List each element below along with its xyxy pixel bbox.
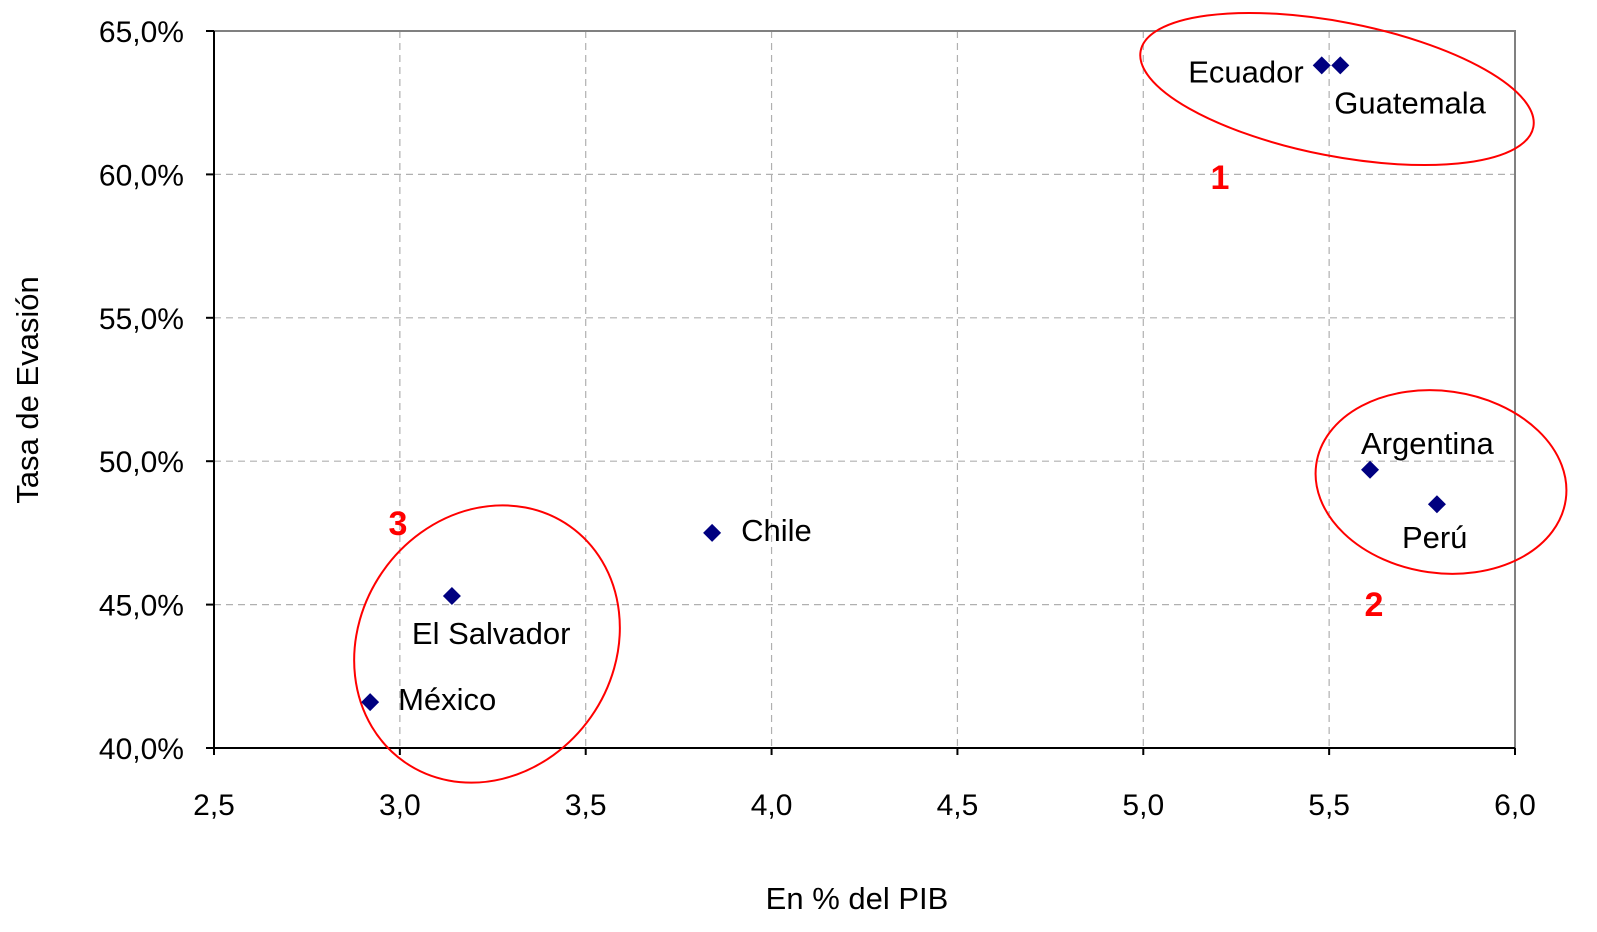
- x-tick-label: 6,0: [1494, 789, 1536, 822]
- group-labels: 1 2 3: [389, 159, 1384, 624]
- x-tick-label: 3,0: [379, 789, 421, 822]
- y-tick-label: 45,0%: [99, 590, 184, 623]
- plot-area-border: [213, 30, 1516, 749]
- point-label-peru: Perú: [1402, 520, 1467, 555]
- data-point-argentina: [1361, 460, 1380, 479]
- data-point-mexico: [361, 693, 380, 712]
- data-points: [361, 56, 1446, 712]
- data-point-guatemala: [1331, 56, 1350, 75]
- group-ellipse-2: [1314, 389, 1568, 575]
- point-labels: Ecuador Guatemala Argentina Perú Chile El Sal…: [398, 54, 1494, 717]
- point-label-el-salvador: El Salvador: [412, 616, 571, 651]
- x-tick-label: 4,0: [751, 789, 793, 822]
- y-tick-label: 55,0%: [99, 303, 184, 336]
- x-tick-label: 5,5: [1308, 789, 1350, 822]
- point-label-guatemala: Guatemala: [1334, 85, 1486, 120]
- y-tick-label: 65,0%: [99, 16, 184, 49]
- y-axis-title: Tasa de Evasión: [10, 276, 45, 503]
- data-point-peru: [1427, 495, 1446, 514]
- y-tick-label: 60,0%: [99, 159, 184, 192]
- x-tick-label: 3,5: [565, 789, 607, 822]
- x-axis-title: En % del PIB: [766, 881, 949, 916]
- x-tick-label: 2,5: [193, 789, 235, 822]
- data-point-chile: [703, 523, 722, 542]
- point-label-argentina: Argentina: [1361, 426, 1494, 461]
- group-ellipse-3: [353, 504, 621, 784]
- y-tick-label: 40,0%: [99, 733, 184, 766]
- point-label-chile: Chile: [741, 513, 812, 548]
- axis-ticks: 2,5 3,0 3,5 4,0 4,5 5,0 5,5 6,0 40,0% 45,0% 50,0% 5…: [99, 16, 1536, 822]
- group-label-2: 2: [1365, 586, 1384, 624]
- grid-lines: [214, 31, 1515, 748]
- group-label-1: 1: [1211, 159, 1230, 197]
- data-point-el-salvador: [442, 586, 461, 605]
- data-point-ecuador: [1312, 56, 1331, 75]
- x-tick-label: 4,5: [937, 789, 979, 822]
- point-label-mexico: México: [398, 682, 496, 717]
- x-tick-label: 5,0: [1122, 789, 1164, 822]
- point-label-ecuador: Ecuador: [1188, 54, 1303, 89]
- group-ellipse-1: [1139, 11, 1535, 167]
- group-ellipses: [353, 11, 1568, 784]
- group-label-3: 3: [389, 505, 408, 543]
- y-tick-label: 50,0%: [99, 446, 184, 479]
